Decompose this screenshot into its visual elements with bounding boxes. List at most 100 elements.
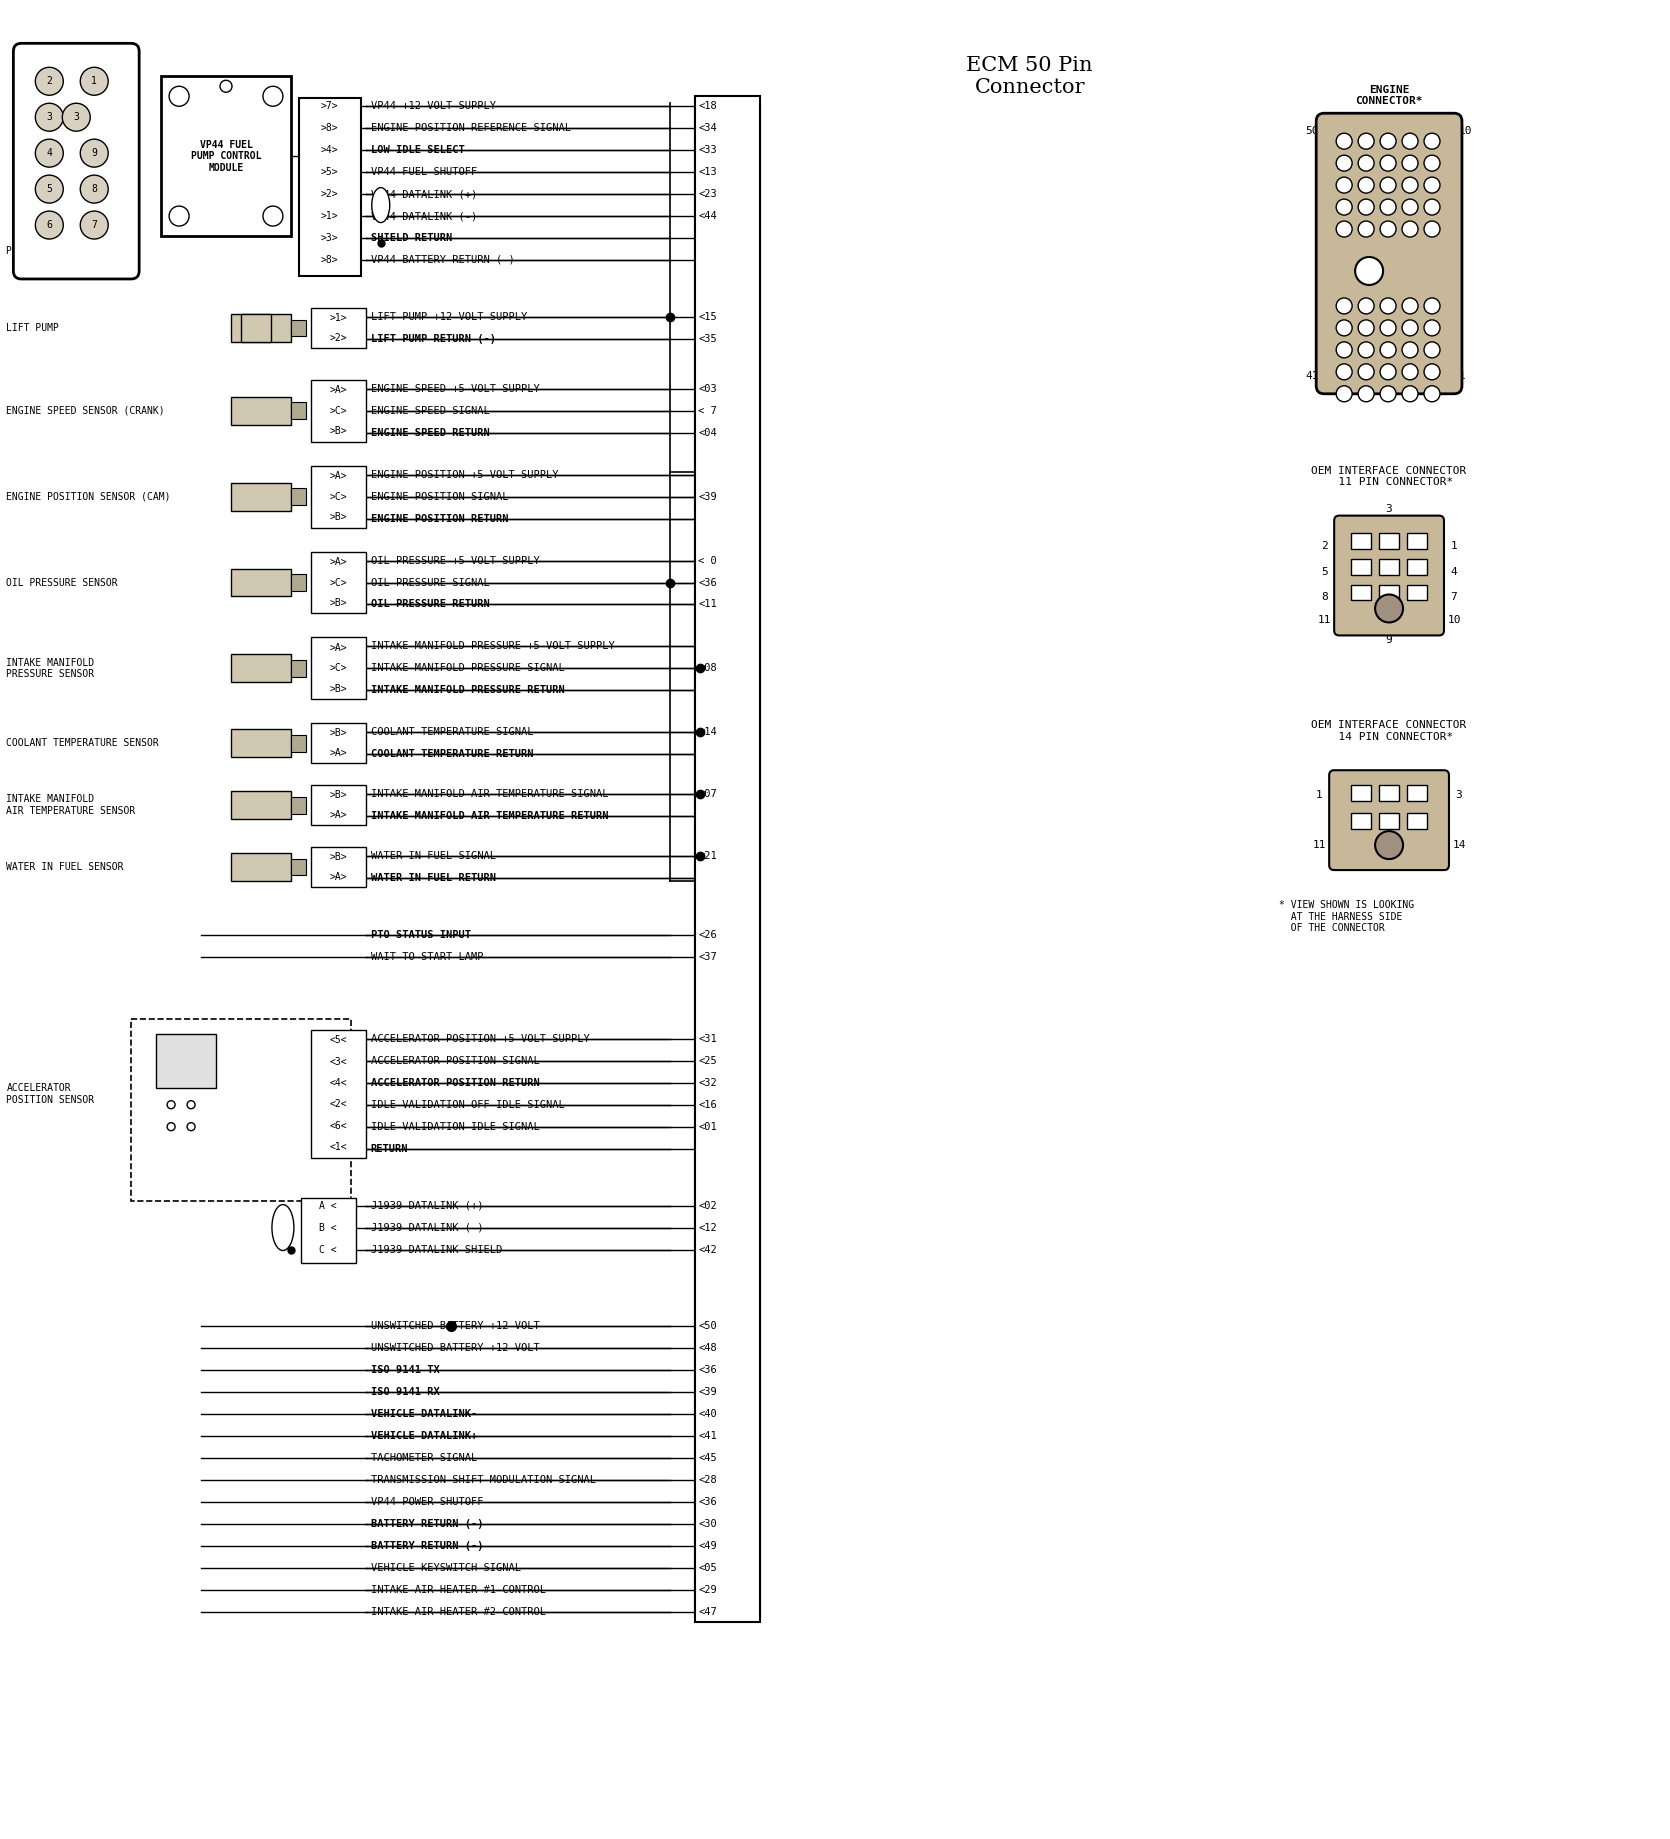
Text: LIFT PUMP: LIFT PUMP xyxy=(7,324,58,333)
Circle shape xyxy=(1374,594,1403,622)
Text: COOLANT TEMPERATURE SENSOR: COOLANT TEMPERATURE SENSOR xyxy=(7,737,159,748)
Text: 11: 11 xyxy=(1318,616,1331,625)
Circle shape xyxy=(169,206,189,226)
Text: INTAKE MANIFOLD AIR TEMPERATURE SIGNAL: INTAKE MANIFOLD AIR TEMPERATURE SIGNAL xyxy=(371,789,608,800)
Text: 3: 3 xyxy=(1456,791,1463,800)
Circle shape xyxy=(80,175,109,202)
Bar xyxy=(311,381,366,441)
Text: <04: <04 xyxy=(698,428,716,438)
Text: B <: B < xyxy=(319,1223,337,1232)
Text: INTAKE AIR HEATER #1 CONTROL: INTAKE AIR HEATER #1 CONTROL xyxy=(371,1585,546,1594)
Bar xyxy=(240,314,271,342)
Circle shape xyxy=(187,1122,195,1131)
Text: 9: 9 xyxy=(92,149,97,158)
Text: SHIELD RETURN: SHIELD RETURN xyxy=(371,234,453,243)
Text: INTAKE MANIFOLD AIR TEMPERATURE RETURN: INTAKE MANIFOLD AIR TEMPERATURE RETURN xyxy=(371,811,608,822)
Circle shape xyxy=(80,68,109,96)
Text: <30: <30 xyxy=(698,1519,716,1528)
Text: <36: <36 xyxy=(698,577,716,587)
Circle shape xyxy=(1358,364,1374,381)
Circle shape xyxy=(1425,298,1440,314)
Bar xyxy=(311,638,366,699)
Text: >B>: >B> xyxy=(329,513,347,522)
Text: OEM INTERFACE CONNECTOR
  14 PIN CONNECTOR*: OEM INTERFACE CONNECTOR 14 PIN CONNECTOR… xyxy=(1311,721,1466,741)
Text: >8>: >8> xyxy=(321,256,339,265)
Ellipse shape xyxy=(272,1205,294,1251)
Circle shape xyxy=(1379,199,1396,215)
FancyBboxPatch shape xyxy=(13,44,139,280)
Bar xyxy=(1408,559,1426,574)
Circle shape xyxy=(80,140,109,167)
Text: < 7: < 7 xyxy=(698,406,716,416)
Text: >C>: >C> xyxy=(329,406,347,416)
Bar xyxy=(1408,533,1426,548)
Circle shape xyxy=(169,86,189,107)
Text: <28: <28 xyxy=(698,1475,716,1486)
Circle shape xyxy=(1379,342,1396,359)
Bar xyxy=(695,96,760,1622)
Bar xyxy=(1351,813,1371,829)
Circle shape xyxy=(1374,831,1403,859)
Text: <41: <41 xyxy=(698,1431,716,1442)
Text: VP44 FUEL
PUMP CONTROL
MODULE: VP44 FUEL PUMP CONTROL MODULE xyxy=(190,140,261,173)
Text: WATER IN FUEL RETURN: WATER IN FUEL RETURN xyxy=(371,874,496,883)
Circle shape xyxy=(1403,132,1418,149)
Text: ECM 50 Pin
Connector: ECM 50 Pin Connector xyxy=(967,57,1092,97)
Circle shape xyxy=(1403,386,1418,401)
Text: COOLANT TEMPERATURE RETURN: COOLANT TEMPERATURE RETURN xyxy=(371,748,533,760)
Circle shape xyxy=(62,103,90,131)
Text: WATER IN FUEL SIGNAL: WATER IN FUEL SIGNAL xyxy=(371,851,496,861)
Bar xyxy=(160,75,291,235)
Text: OIL PRESSURE +5 VOLT SUPPLY: OIL PRESSURE +5 VOLT SUPPLY xyxy=(371,555,539,566)
Circle shape xyxy=(1379,154,1396,171)
Circle shape xyxy=(1425,221,1440,237)
Circle shape xyxy=(1336,320,1353,337)
Text: <02: <02 xyxy=(698,1201,716,1210)
Text: 9: 9 xyxy=(1386,636,1393,645)
Text: 4: 4 xyxy=(47,149,52,158)
Text: <16: <16 xyxy=(698,1100,716,1109)
Circle shape xyxy=(1358,132,1374,149)
Text: WATER IN FUEL SENSOR: WATER IN FUEL SENSOR xyxy=(7,862,124,872)
Text: VP44 POWER SHUTOFF: VP44 POWER SHUTOFF xyxy=(371,1497,483,1508)
Bar xyxy=(155,1034,215,1087)
Circle shape xyxy=(35,140,63,167)
Text: <36: <36 xyxy=(698,1365,716,1376)
Text: <21: <21 xyxy=(698,851,716,861)
Circle shape xyxy=(1403,298,1418,314)
Text: >C>: >C> xyxy=(329,491,347,502)
Text: J1939 DATALINK (-): J1939 DATALINK (-) xyxy=(371,1223,483,1232)
Text: VP44 FUEL SHUTOFF: VP44 FUEL SHUTOFF xyxy=(371,167,478,177)
Circle shape xyxy=(1336,364,1353,381)
Circle shape xyxy=(1425,342,1440,359)
Text: A <: A < xyxy=(319,1201,337,1210)
Bar xyxy=(230,791,291,818)
Text: <11: <11 xyxy=(698,600,716,609)
Bar xyxy=(230,314,291,342)
Circle shape xyxy=(1336,342,1353,359)
Text: ACCELERATOR POSITION +5 VOLT SUPPLY: ACCELERATOR POSITION +5 VOLT SUPPLY xyxy=(371,1034,590,1045)
Text: INTAKE MANIFOLD PRESSURE RETURN: INTAKE MANIFOLD PRESSURE RETURN xyxy=(371,686,564,695)
Bar xyxy=(311,785,366,826)
Text: <25: <25 xyxy=(698,1056,716,1067)
Text: 1: 1 xyxy=(1451,541,1458,550)
FancyBboxPatch shape xyxy=(1316,114,1461,394)
Circle shape xyxy=(1358,386,1374,401)
Circle shape xyxy=(1379,177,1396,193)
Text: <39: <39 xyxy=(698,491,716,502)
Text: 10: 10 xyxy=(1448,616,1461,625)
Bar xyxy=(230,482,291,511)
Text: 1: 1 xyxy=(92,75,97,86)
Text: <18: <18 xyxy=(698,101,716,110)
Bar xyxy=(230,397,291,425)
Text: >B>: >B> xyxy=(329,684,347,693)
Text: 3: 3 xyxy=(73,112,78,121)
Circle shape xyxy=(1336,221,1353,237)
Bar xyxy=(1351,785,1371,802)
Text: <32: <32 xyxy=(698,1078,716,1087)
Text: INTAKE MANIFOLD
PRESSURE SENSOR: INTAKE MANIFOLD PRESSURE SENSOR xyxy=(7,658,95,679)
Text: INTAKE MANIFOLD
AIR TEMPERATURE SENSOR: INTAKE MANIFOLD AIR TEMPERATURE SENSOR xyxy=(7,794,135,817)
Text: BATTERY RETURN (-): BATTERY RETURN (-) xyxy=(371,1519,483,1528)
Text: >C>: >C> xyxy=(329,577,347,587)
Text: OIL PRESSURE SENSOR: OIL PRESSURE SENSOR xyxy=(7,577,119,587)
